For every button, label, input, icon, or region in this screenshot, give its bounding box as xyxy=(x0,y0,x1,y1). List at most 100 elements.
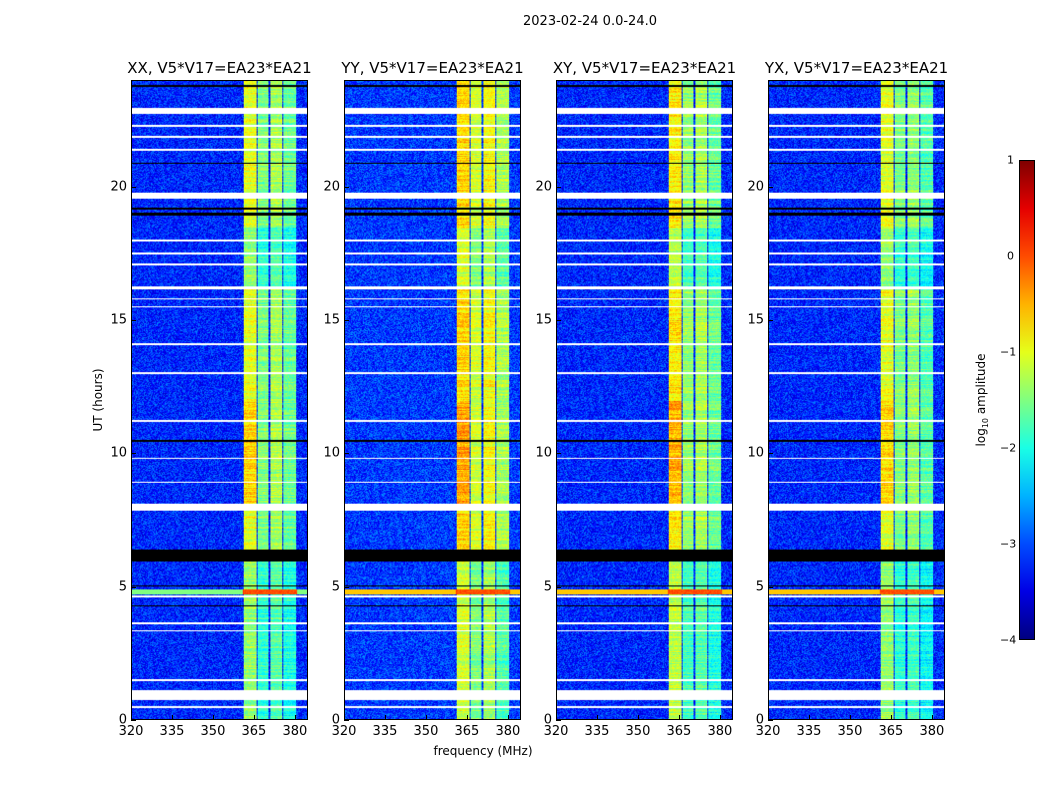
y-tick-mark xyxy=(344,586,349,588)
x-tick-label: 350 xyxy=(625,724,651,739)
y-tick-mark xyxy=(768,186,773,188)
y-tick-mark xyxy=(556,453,561,455)
x-tick-label: 380 xyxy=(919,724,945,739)
colorbar-tick-label: −3 xyxy=(1000,537,1017,551)
y-tick-mark xyxy=(131,586,136,588)
y-axis-label: UT (hours) xyxy=(91,368,105,432)
colorbar-tick-label: −1 xyxy=(1000,345,1017,359)
y-tick-mark xyxy=(768,453,773,455)
x-tick-mark xyxy=(294,715,296,720)
x-tick-label: 335 xyxy=(796,724,822,739)
y-tick-label: 5 xyxy=(543,579,552,595)
y-tick-label: 20 xyxy=(535,179,552,195)
colorbar xyxy=(1019,160,1035,640)
y-tick-label: 20 xyxy=(323,179,340,195)
x-tick-label: 365 xyxy=(666,724,692,739)
colorbar-label: log10 amplitude xyxy=(973,353,991,447)
y-tick-label: 20 xyxy=(747,179,764,195)
x-tick-label: 335 xyxy=(584,724,610,739)
x-tick-mark xyxy=(466,715,468,720)
y-tick-mark xyxy=(556,586,561,588)
y-tick-label: 0 xyxy=(543,712,552,728)
x-tick-label: 380 xyxy=(707,724,733,739)
x-tick-label: 350 xyxy=(413,724,439,739)
x-tick-mark xyxy=(425,715,427,720)
y-tick-mark xyxy=(344,453,349,455)
x-tick-mark xyxy=(678,715,680,720)
x-tick-mark xyxy=(768,715,769,720)
x-tick-label: 365 xyxy=(878,724,904,739)
x-tick-mark xyxy=(849,715,851,720)
y-tick-mark xyxy=(556,720,561,721)
x-tick-mark xyxy=(808,715,810,720)
x-tick-label: 320 xyxy=(543,724,569,739)
y-tick-mark xyxy=(344,320,349,321)
x-tick-label: 335 xyxy=(159,724,185,739)
y-tick-mark xyxy=(131,453,136,455)
panel-title: YX, V5*V17=EA23*EA21 xyxy=(764,59,949,77)
panel-title: XX, V5*V17=EA23*EA21 xyxy=(127,59,312,77)
y-tick-label: 15 xyxy=(535,312,552,328)
heatmap-image xyxy=(769,81,944,719)
x-tick-mark xyxy=(507,715,509,720)
x-tick-mark xyxy=(637,715,639,720)
y-tick-label: 20 xyxy=(110,179,127,195)
y-tick-label: 0 xyxy=(331,712,340,728)
x-tick-mark xyxy=(890,715,892,720)
x-tick-label: 380 xyxy=(495,724,521,739)
x-tick-mark xyxy=(131,715,132,720)
y-tick-mark xyxy=(556,320,561,321)
x-tick-label: 335 xyxy=(372,724,398,739)
x-axis-label: frequency (MHz) xyxy=(433,744,533,758)
x-tick-mark xyxy=(212,715,214,720)
x-tick-mark xyxy=(931,715,933,720)
y-tick-mark xyxy=(768,586,773,588)
y-tick-label: 15 xyxy=(323,312,340,328)
heatmap-image xyxy=(345,81,520,719)
y-tick-label: 0 xyxy=(118,712,127,728)
spectrogram-panel xyxy=(344,80,521,720)
y-tick-mark xyxy=(344,186,349,188)
x-tick-label: 350 xyxy=(200,724,226,739)
x-tick-label: 320 xyxy=(118,724,144,739)
y-tick-mark xyxy=(131,186,136,188)
y-tick-label: 5 xyxy=(331,579,340,595)
y-tick-mark xyxy=(556,186,561,188)
x-tick-mark xyxy=(384,715,386,720)
y-tick-label: 0 xyxy=(755,712,764,728)
heatmap-image xyxy=(132,81,307,719)
y-tick-mark xyxy=(131,720,136,721)
y-tick-label: 15 xyxy=(110,312,127,328)
colorbar-tick-label: 1 xyxy=(1007,153,1014,167)
y-tick-mark xyxy=(768,720,773,721)
x-tick-label: 365 xyxy=(454,724,480,739)
x-tick-mark xyxy=(171,715,173,720)
x-tick-label: 365 xyxy=(241,724,267,739)
y-tick-label: 10 xyxy=(323,445,340,461)
x-tick-label: 380 xyxy=(282,724,308,739)
y-tick-label: 10 xyxy=(747,445,764,461)
x-tick-mark xyxy=(596,715,598,720)
x-tick-label: 320 xyxy=(331,724,357,739)
spectrogram-panel xyxy=(768,80,945,720)
figure-title: 2023-02-24 0.0-24.0 xyxy=(523,14,657,29)
colorbar-tick-label: −4 xyxy=(1000,633,1017,647)
y-tick-label: 15 xyxy=(747,312,764,328)
y-tick-mark xyxy=(344,720,349,721)
x-tick-mark xyxy=(719,715,721,720)
y-tick-label: 5 xyxy=(755,579,764,595)
colorbar-tick-label: −2 xyxy=(1000,441,1017,455)
y-tick-mark xyxy=(768,320,773,321)
x-tick-mark xyxy=(344,715,345,720)
x-tick-label: 320 xyxy=(755,724,781,739)
heatmap-image xyxy=(557,81,732,719)
y-tick-label: 10 xyxy=(110,445,127,461)
y-tick-mark xyxy=(131,320,136,321)
x-tick-mark xyxy=(556,715,557,720)
panel-title: XY, V5*V17=EA23*EA21 xyxy=(552,59,737,77)
spectrogram-panel xyxy=(556,80,733,720)
spectrogram-panel xyxy=(131,80,308,720)
x-tick-label: 350 xyxy=(837,724,863,739)
x-tick-mark xyxy=(253,715,255,720)
